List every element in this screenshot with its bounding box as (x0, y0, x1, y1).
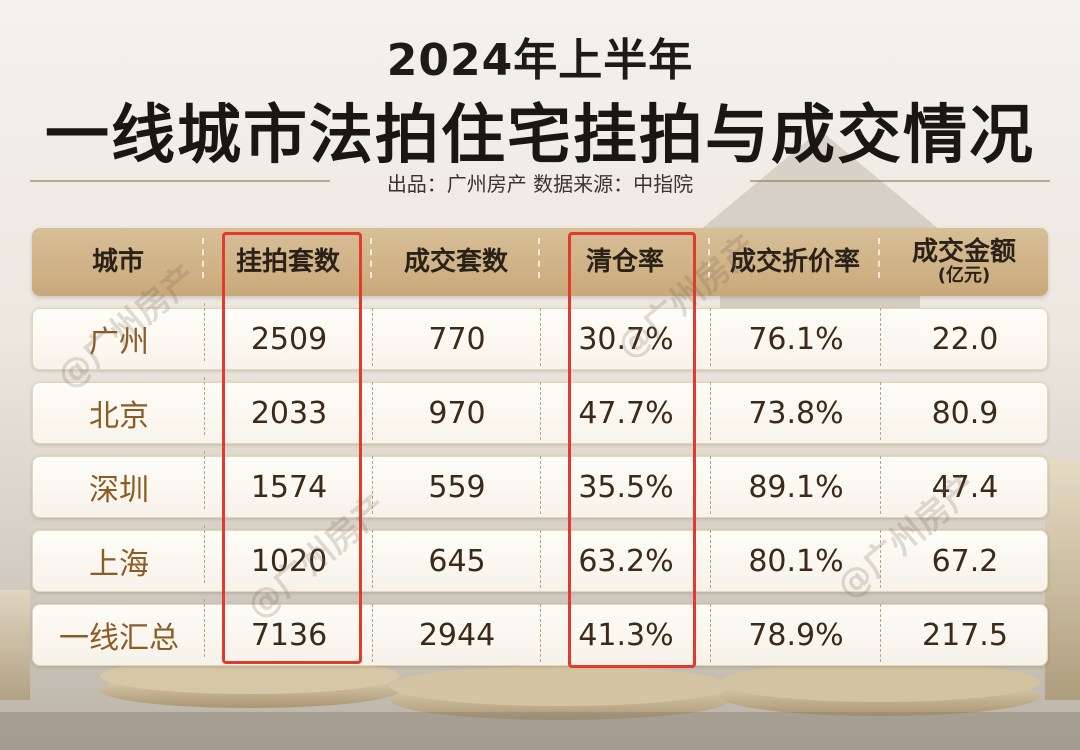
header-subtitle: 2024年上半年 (386, 35, 694, 86)
cell-city: 深圳 (33, 451, 205, 509)
col-header-sold: 成交套数 (372, 237, 540, 278)
cell-city: 一线汇总 (33, 599, 205, 657)
source-text: 出品：广州房产 数据来源：中指院 (386, 172, 694, 196)
data-table: 城市 挂拍套数 成交套数 清仓率 成交折价率 成交金额 (亿元) 广州 2509… (32, 228, 1048, 666)
cell-sold: 970 (373, 381, 541, 440)
cell-clearance: 35.5% (541, 455, 711, 514)
cell-sold: 645 (373, 529, 541, 588)
table-row: 广州 2509 770 30.7% 76.1% 22.0 (32, 303, 1048, 370)
cell-discount: 78.9% (711, 603, 881, 662)
cell-clearance: 30.7% (541, 307, 711, 366)
table-row: 北京 2033 970 47.7% 73.8% 80.9 (32, 377, 1048, 444)
cell-discount: 89.1% (711, 455, 881, 514)
table-header: 城市 挂拍套数 成交套数 清仓率 成交折价率 成交金额 (亿元) (32, 228, 1048, 296)
cell-city: 上海 (33, 525, 205, 583)
col-header-amount-unit: (亿元) (937, 265, 991, 287)
table-row: 深圳 1574 559 35.5% 89.1% 47.4 (32, 451, 1048, 518)
col-header-listed: 挂拍套数 (204, 237, 372, 278)
cell-amount: 22.0 (931, 321, 999, 357)
cell-listed: 2509 (205, 307, 373, 366)
cell-listed: 1020 (205, 529, 373, 588)
col-header-clearance: 清仓率 (540, 237, 710, 278)
cell-listed: 7136 (205, 603, 373, 662)
cell-listed: 1574 (205, 455, 373, 514)
cell-amount: 217.5 (922, 617, 1008, 653)
cell-sold: 2944 (373, 603, 541, 662)
cell-amount: 47.4 (931, 469, 999, 505)
cell-clearance: 63.2% (541, 529, 711, 588)
cell-amount: 67.2 (931, 543, 999, 579)
divider-left (30, 180, 330, 182)
cell-listed: 2033 (205, 381, 373, 440)
divider-right (750, 180, 1050, 182)
cell-discount: 73.8% (711, 381, 881, 440)
col-header-amount-label: 成交金额 (911, 236, 1016, 267)
cell-city: 北京 (33, 377, 205, 435)
col-header-city: 城市 (32, 237, 204, 278)
cell-sold: 770 (373, 307, 541, 366)
cell-city: 广州 (33, 303, 205, 361)
cell-discount: 76.1% (711, 307, 881, 366)
cell-amount: 80.9 (931, 395, 999, 431)
cell-discount: 80.1% (711, 529, 881, 588)
cell-sold: 559 (373, 455, 541, 514)
cell-clearance: 47.7% (541, 381, 711, 440)
cell-clearance: 41.3% (541, 603, 711, 662)
table-row-total: 一线汇总 7136 2944 41.3% 78.9% 217.5 (32, 599, 1048, 666)
col-header-discount: 成交折价率 (710, 237, 880, 278)
col-header-amount: 成交金额 (亿元) (880, 236, 1048, 287)
header-title: 一线城市法拍住宅挂拍与成交情况 (45, 99, 1035, 173)
source-line: 出品：广州房产 数据来源：中指院 (30, 168, 1050, 196)
table-row: 上海 1020 645 63.2% 80.1% 67.2 (32, 525, 1048, 592)
